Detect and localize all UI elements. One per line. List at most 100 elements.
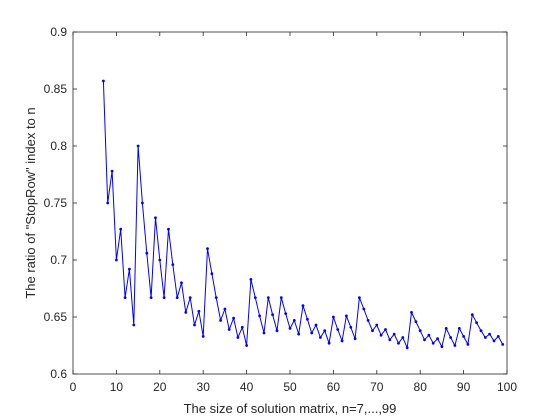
- data-point: [266, 296, 270, 299]
- data-point: [332, 315, 335, 319]
- data-point: [193, 323, 196, 327]
- y-tick-label: 0.75: [44, 196, 68, 210]
- data-point: [475, 321, 478, 325]
- data-point: [249, 278, 253, 281]
- data-point: [306, 317, 309, 321]
- data-point: [258, 314, 261, 318]
- data-point: [227, 328, 231, 331]
- x-tick-label: 0: [70, 380, 77, 394]
- data-point: [501, 343, 505, 346]
- data-point: [175, 296, 179, 299]
- data-point: [154, 216, 157, 220]
- data-point: [253, 296, 257, 299]
- data-point: [340, 339, 344, 343]
- data-point: [132, 323, 136, 327]
- data-point: [358, 296, 361, 299]
- data-point: [336, 328, 340, 331]
- data-point: [388, 338, 392, 342]
- plot-area: [73, 32, 507, 374]
- data-point: [423, 338, 426, 342]
- data-point: [162, 296, 166, 299]
- data-point: [366, 319, 370, 322]
- data-point: [214, 296, 218, 299]
- x-tick-label: 60: [327, 380, 341, 394]
- data-point: [210, 272, 214, 276]
- data-point: [127, 267, 131, 271]
- data-point: [349, 325, 353, 329]
- y-tick-label: 0.7: [50, 253, 67, 267]
- data-point: [171, 263, 175, 266]
- data-point: [496, 335, 500, 338]
- data-point: [115, 258, 118, 262]
- data-point: [457, 327, 461, 330]
- y-tick-label: 0.65: [44, 310, 68, 324]
- data-point: [453, 344, 457, 347]
- data-point: [483, 336, 487, 339]
- x-tick-label: 30: [197, 380, 211, 394]
- data-point: [145, 251, 149, 255]
- x-tick-label: 100: [497, 380, 517, 394]
- data-point: [488, 332, 491, 336]
- data-point: [301, 304, 305, 307]
- data-point: [292, 319, 296, 322]
- data-point: [188, 296, 192, 299]
- data-point: [414, 320, 418, 323]
- data-point: [431, 341, 435, 345]
- data-point: [102, 79, 105, 83]
- data-point: [371, 329, 374, 333]
- data-point: [492, 339, 496, 343]
- data-point: [206, 247, 209, 251]
- data-point: [462, 335, 465, 338]
- data-point: [219, 319, 223, 322]
- data-point: [418, 329, 422, 333]
- data-point: [106, 201, 110, 205]
- data-point: [392, 332, 396, 336]
- data-point: [279, 296, 283, 299]
- data-point: [275, 329, 279, 333]
- data-point: [297, 332, 301, 336]
- data-point: [262, 331, 266, 335]
- x-tick-label: 40: [240, 380, 254, 394]
- y-tick-label: 0.8: [50, 139, 67, 153]
- data-point: [180, 281, 183, 285]
- plot-frame: [72, 31, 508, 375]
- data-point: [123, 296, 127, 299]
- x-tick-label: 70: [370, 380, 384, 394]
- tick-labels: 0 10 20 30 40 50 60 70 80 90 100 0.6 0.65 0.7 0.75 0.8 0…: [44, 25, 518, 394]
- x-axis-label: The size of solution matrix, n=7,...,99: [184, 401, 397, 416]
- data-point: [319, 336, 322, 339]
- data-point: [479, 329, 483, 333]
- data-point: [141, 201, 144, 205]
- data-point: [379, 333, 383, 337]
- data-point: [436, 337, 439, 341]
- x-tick-label: 10: [110, 380, 124, 394]
- data-point: [375, 323, 379, 327]
- data-point: [449, 336, 452, 339]
- data-point: [284, 312, 288, 315]
- data-point: [362, 307, 366, 311]
- data-point: [470, 313, 474, 317]
- data-point: [201, 335, 205, 338]
- data-point: [245, 344, 249, 347]
- data-point: [223, 307, 227, 311]
- data-point: [236, 336, 240, 339]
- data-point: [466, 343, 470, 346]
- data-point: [410, 311, 413, 314]
- y-tick-label: 0.9: [50, 25, 67, 39]
- data-point: [401, 336, 405, 339]
- data-point: [345, 314, 348, 318]
- data-point: [327, 341, 331, 345]
- x-tick-label: 90: [457, 380, 471, 394]
- data-point: [158, 258, 162, 262]
- data-point: [184, 311, 188, 314]
- series-points: [102, 79, 505, 350]
- data-point: [397, 341, 400, 345]
- data-point: [405, 346, 409, 350]
- data-point: [310, 331, 314, 335]
- y-axis-label: The ratio of "StopRow" index to n: [23, 107, 38, 298]
- y-tick-label: 0.85: [44, 82, 68, 96]
- x-tick-label: 80: [414, 380, 428, 394]
- data-point: [197, 309, 201, 313]
- x-tick-label: 20: [153, 380, 167, 394]
